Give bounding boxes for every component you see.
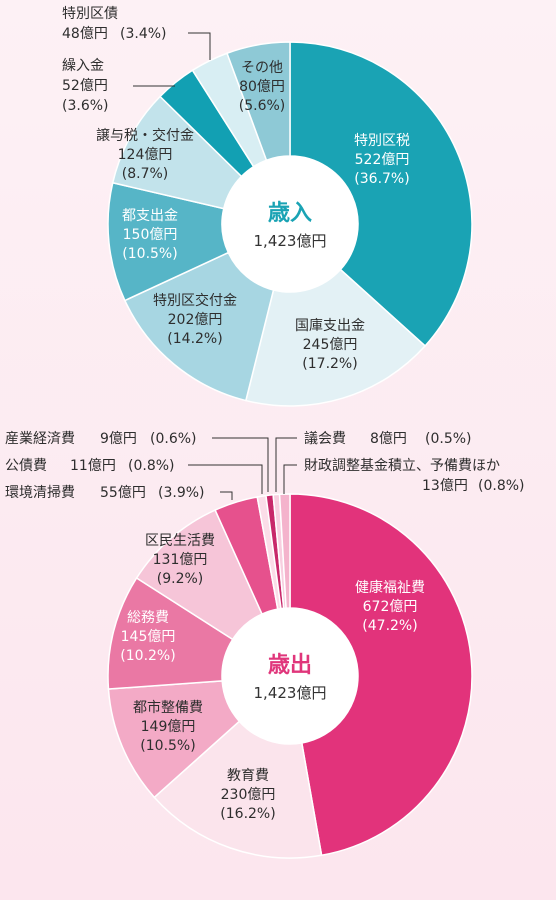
slice-label: 環境清掃費 bbox=[5, 484, 75, 501]
leader-line bbox=[188, 464, 263, 494]
slice-percent: (5.6%) bbox=[239, 98, 286, 114]
slice-label: 公債費 bbox=[5, 458, 47, 474]
slice-label: 国庫支出金 bbox=[295, 317, 365, 334]
slice-amount: 55億円 bbox=[100, 485, 146, 501]
slice-percent: (47.2%) bbox=[362, 618, 417, 634]
donut-hole bbox=[222, 156, 358, 292]
slice-amount: 522億円 bbox=[355, 152, 410, 168]
slice-label: 産業経済費 bbox=[5, 431, 75, 447]
slice-label: 議会費 bbox=[304, 430, 346, 447]
slice-amount: 52億円 bbox=[62, 78, 108, 94]
slice-amount: 13億円 bbox=[422, 478, 468, 494]
slice-amount: 48億円 bbox=[62, 26, 108, 42]
chart-total: 1,423億円 bbox=[254, 684, 327, 702]
slice-label: 財政調整基金積立、予備費ほか bbox=[304, 457, 500, 474]
slice-amount: 8億円 bbox=[370, 431, 407, 447]
slice-amount: 202億円 bbox=[168, 312, 223, 328]
slice-amount: 124億円 bbox=[118, 147, 173, 163]
slice-percent: (3.9%) bbox=[158, 485, 205, 501]
slice-label: 都支出金 bbox=[122, 208, 178, 224]
slice-percent: (3.4%) bbox=[120, 26, 167, 42]
slice-amount: 672億円 bbox=[363, 599, 418, 615]
slice-label: 区民生活費 bbox=[145, 533, 215, 549]
slice-label: 譲与税・交付金 bbox=[96, 127, 194, 144]
slice-amount: 230億円 bbox=[221, 787, 276, 803]
slice-amount: 149億円 bbox=[141, 719, 196, 735]
slice-percent: (3.6%) bbox=[62, 98, 109, 114]
slice-percent: (0.6%) bbox=[150, 431, 197, 447]
slice-label: その他 bbox=[241, 60, 283, 76]
slice-percent: (10.5%) bbox=[140, 738, 195, 754]
slice-percent: (9.2%) bbox=[157, 571, 204, 587]
slice-amount: 245億円 bbox=[303, 337, 358, 353]
slice-label: 健康福祉費 bbox=[355, 579, 425, 596]
donut-hole bbox=[222, 608, 358, 744]
slice-percent: (10.2%) bbox=[120, 648, 175, 664]
slice-label: 都市整備費 bbox=[133, 699, 203, 716]
slice-amount: 145億円 bbox=[121, 629, 176, 645]
chart-title: 歳入 bbox=[268, 201, 312, 226]
slice-amount: 131億円 bbox=[153, 552, 208, 568]
slice-percent: (0.5%) bbox=[425, 431, 472, 447]
leader-line bbox=[212, 437, 269, 492]
slice-amount: 11億円 bbox=[70, 458, 116, 474]
slice-amount: 9億円 bbox=[100, 431, 137, 447]
slice-label: 繰入金 bbox=[62, 58, 104, 74]
slice-label: 特別区税 bbox=[354, 133, 410, 149]
slice-label: 教育費 bbox=[227, 768, 269, 784]
slice-percent: (16.2%) bbox=[220, 806, 275, 822]
chart-total: 1,423億円 bbox=[254, 232, 327, 250]
slice-percent: (17.2%) bbox=[302, 356, 357, 372]
slice-percent: (36.7%) bbox=[354, 171, 409, 187]
slice-percent: (10.5%) bbox=[122, 246, 177, 262]
chart-title: 歳出 bbox=[268, 653, 312, 678]
slice-label: 特別区交付金 bbox=[153, 292, 237, 309]
slice-percent: (8.7%) bbox=[122, 166, 169, 182]
slice-label: 特別区債 bbox=[62, 6, 118, 22]
revenue-chart: 歳入 1,423億円 特別区税 522億円 (36.7%) 国庫支出金 245億円 (17.2… bbox=[62, 6, 473, 407]
slice-percent: (0.8%) bbox=[128, 458, 175, 474]
expenditure-chart: 歳出 1,423億円 健康福祉費 672億円 (47.2%) 教育費 230億円 (16.2%… bbox=[5, 430, 525, 859]
slice-amount: 150億円 bbox=[123, 227, 178, 243]
leader-line bbox=[220, 491, 233, 500]
leader-line bbox=[283, 464, 297, 494]
slice-percent: (0.8%) bbox=[478, 478, 525, 494]
slice-amount: 80億円 bbox=[239, 79, 285, 95]
leader-line bbox=[188, 32, 211, 60]
slice-percent: (14.2%) bbox=[167, 331, 222, 347]
leader-line bbox=[275, 437, 297, 492]
slice-label: 総務費 bbox=[127, 610, 169, 626]
